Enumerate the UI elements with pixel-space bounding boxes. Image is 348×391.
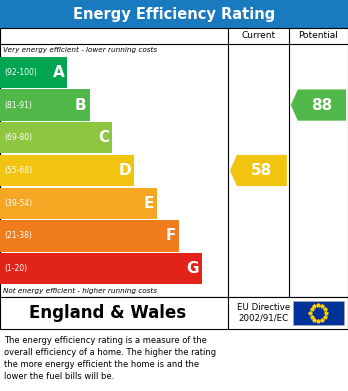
Bar (0, 253, 201, 284)
Bar (0, 297, 348, 329)
Text: A: A (53, 65, 64, 80)
Bar (0, 155, 134, 186)
Text: EU Directive
2002/91/EC: EU Directive 2002/91/EC (237, 303, 290, 323)
Text: F: F (166, 228, 176, 244)
Text: (81-91): (81-91) (4, 100, 32, 109)
Bar (0, 122, 112, 153)
Bar (0, 220, 179, 251)
Polygon shape (230, 155, 287, 186)
Polygon shape (291, 90, 346, 121)
Bar (0, 188, 157, 219)
Text: 88: 88 (311, 98, 333, 113)
Bar (0, 90, 89, 121)
Text: Potential: Potential (299, 32, 338, 41)
Text: (55-68): (55-68) (4, 166, 32, 175)
Text: England & Wales: England & Wales (29, 304, 186, 322)
Text: C: C (98, 130, 109, 145)
Text: Current: Current (241, 32, 276, 41)
Text: (21-38): (21-38) (4, 231, 32, 240)
Bar (293, 301, 344, 325)
Text: Energy Efficiency Rating: Energy Efficiency Rating (73, 7, 275, 22)
Text: Not energy efficient - higher running costs: Not energy efficient - higher running co… (3, 288, 157, 294)
Text: (1-20): (1-20) (4, 264, 27, 273)
Bar (0, 57, 67, 88)
Text: Very energy efficient - lower running costs: Very energy efficient - lower running co… (3, 47, 157, 53)
Text: E: E (143, 196, 154, 211)
Text: B: B (75, 98, 87, 113)
Bar (0, 28, 348, 297)
Text: (92-100): (92-100) (4, 68, 37, 77)
Text: D: D (119, 163, 131, 178)
Text: (69-80): (69-80) (4, 133, 32, 142)
Bar (0, 0, 348, 28)
Text: (39-54): (39-54) (4, 199, 32, 208)
Text: The energy efficiency rating is a measure of the
overall efficiency of a home. T: The energy efficiency rating is a measur… (4, 336, 216, 382)
Text: 58: 58 (251, 163, 272, 178)
Text: G: G (186, 261, 199, 276)
